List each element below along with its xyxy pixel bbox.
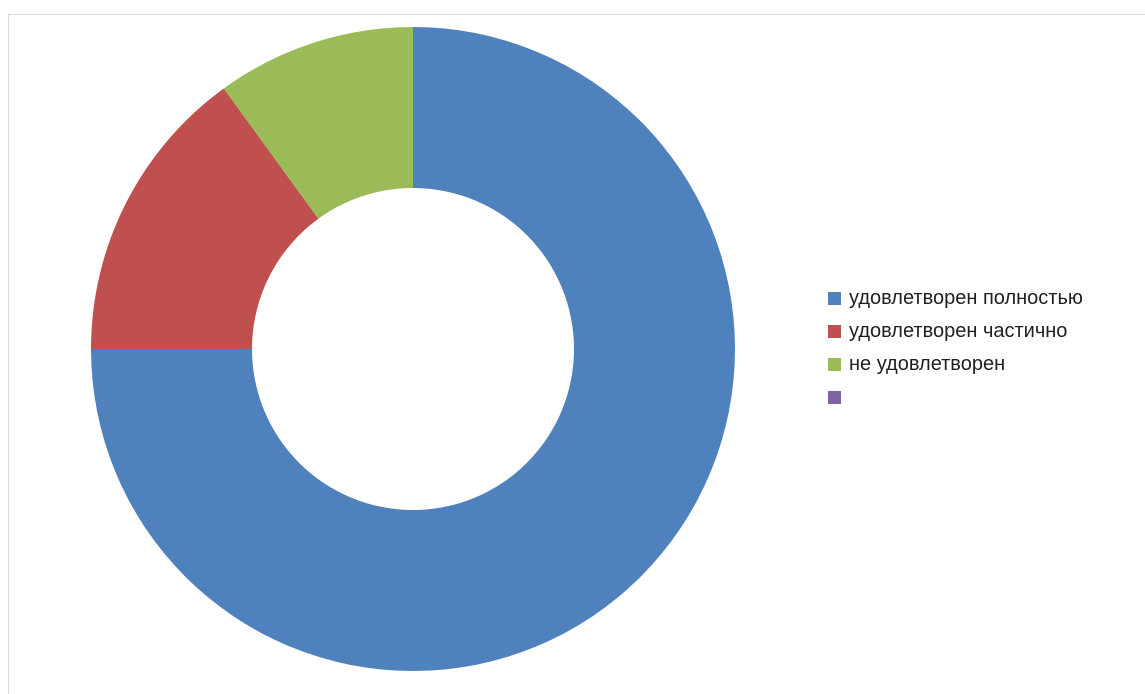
legend-item-3 (828, 385, 1083, 409)
donut-slice-1 (91, 88, 319, 350)
legend-label-1: удовлетворен частично (849, 320, 1068, 342)
legend-swatch-2 (828, 357, 841, 371)
legend-item-2: не удовлетворен (828, 352, 1083, 376)
chart-legend: удовлетворен полностью удовлетворен част… (828, 286, 1083, 409)
legend-swatch-0 (828, 291, 841, 305)
legend-label-2: не удовлетворен (849, 353, 1006, 375)
legend-item-1: удовлетворен частично (828, 319, 1083, 343)
legend-label-0: удовлетворен полностью (849, 287, 1083, 309)
donut-slice-2 (223, 26, 413, 219)
legend-swatch-1 (828, 324, 841, 338)
legend-swatch-3 (828, 390, 841, 404)
donut-slice-0 (91, 27, 735, 671)
legend-item-0: удовлетворен полностью (828, 286, 1083, 310)
donut-chart (91, 26, 735, 671)
